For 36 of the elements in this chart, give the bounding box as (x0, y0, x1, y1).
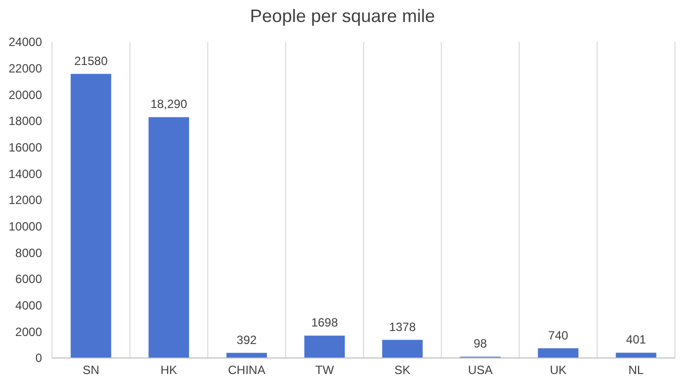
y-tick-label: 20000 (8, 88, 42, 102)
y-tick-label: 10000 (8, 220, 42, 234)
bar (70, 74, 112, 358)
data-label: 1698 (311, 316, 338, 330)
bar (382, 340, 423, 358)
x-tick-label: SN (82, 363, 100, 377)
x-tick-label: NL (628, 363, 644, 377)
x-tick-label: UK (550, 363, 567, 377)
x-tick-label: TW (315, 363, 335, 377)
y-tick-label: 8000 (15, 246, 42, 260)
chart-title: People per square mile (250, 6, 436, 26)
y-tick-label: 16000 (8, 140, 42, 155)
data-label: 98 (474, 336, 488, 351)
data-label: 392 (236, 332, 258, 347)
data-label: 740 (548, 328, 569, 342)
x-tick-label: SK (394, 363, 410, 377)
bar (148, 117, 190, 358)
data-label: 18,290 (150, 97, 188, 112)
bar (538, 348, 578, 358)
bar (616, 352, 656, 358)
data-label: 1378 (389, 320, 416, 334)
x-tick-label: HK (160, 363, 178, 377)
y-tick-label: 18000 (8, 114, 42, 128)
x-tick-label: USA (468, 363, 493, 377)
y-tick-label: 0 (35, 351, 42, 366)
y-tick-label: 6000 (15, 272, 42, 286)
x-tick-label: CHINA (228, 363, 266, 377)
bar (304, 336, 345, 358)
y-tick-label: 22000 (8, 62, 42, 76)
y-tick-label: 2000 (15, 324, 42, 339)
y-tick-label: 24000 (8, 35, 42, 50)
y-tick-label: 14000 (8, 166, 42, 181)
data-label: 21580 (74, 54, 108, 68)
y-tick-label: 12000 (8, 193, 42, 208)
data-label: 401 (626, 332, 646, 347)
y-tick-label: 4000 (15, 298, 42, 313)
